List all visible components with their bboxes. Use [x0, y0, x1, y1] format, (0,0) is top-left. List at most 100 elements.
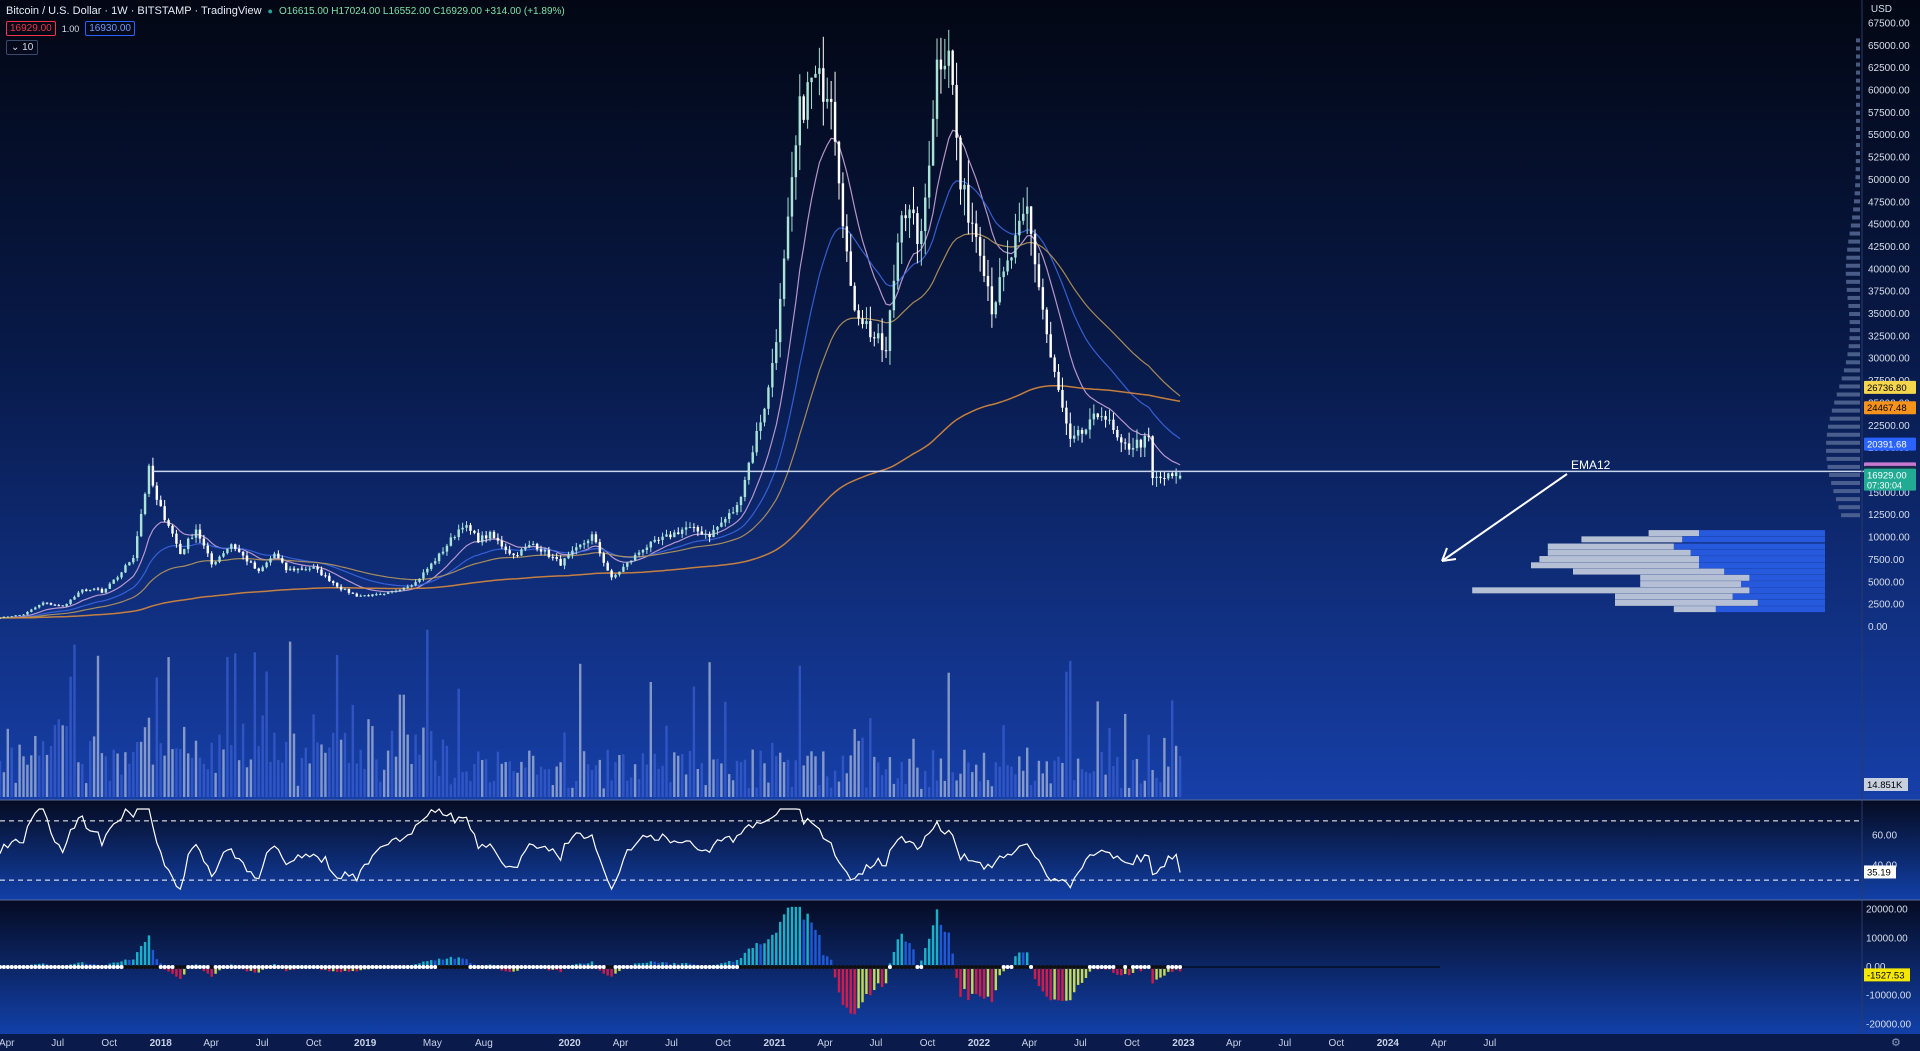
- candle-down: [492, 531, 496, 538]
- candle-up: [1174, 472, 1178, 477]
- momentum-bar: [328, 967, 331, 972]
- momentum-bar: [1045, 967, 1048, 997]
- volume-bar: [45, 754, 49, 797]
- momentum-bar: [155, 959, 159, 967]
- volume-profile-bar: [1845, 360, 1860, 365]
- candle-up: [1108, 419, 1111, 421]
- volume-profile-buy-bar: [1690, 549, 1825, 556]
- candle-up: [633, 554, 637, 561]
- momentum-bar: [924, 948, 927, 967]
- momentum-tick-label: -10000.00: [1866, 991, 1911, 1002]
- volume-bar: [935, 780, 939, 797]
- volume-bar: [1084, 771, 1088, 797]
- candle-up: [226, 548, 229, 554]
- candle-down: [1053, 357, 1056, 372]
- volume-bar: [1076, 758, 1080, 797]
- candle-up: [688, 527, 692, 529]
- squeeze-dot: [1044, 965, 1049, 969]
- sell-button[interactable]: 16929.00: [6, 21, 56, 36]
- squeeze-dot: [946, 965, 951, 969]
- volume-bar: [206, 769, 209, 797]
- candle-up: [1178, 475, 1182, 479]
- volume-bar: [1151, 770, 1154, 797]
- candle-up: [622, 566, 625, 572]
- candle-up: [943, 65, 947, 70]
- momentum-bar: [849, 967, 852, 1014]
- volume-bar: [716, 758, 719, 797]
- price-tick-label: 50000.00: [1868, 175, 1910, 186]
- squeeze-dot: [378, 965, 383, 969]
- momentum-bar: [818, 934, 821, 967]
- candle-up: [590, 534, 594, 541]
- squeeze-dot: [299, 965, 304, 969]
- volume-profile-bar: [1838, 505, 1860, 510]
- candle-down: [1171, 473, 1174, 477]
- squeeze-dot: [178, 965, 183, 969]
- squeeze-dot: [495, 965, 500, 969]
- squeeze-dot: [817, 965, 822, 969]
- price-tick-label: 5000.00: [1868, 577, 1905, 588]
- volume-profile-bar: [1833, 489, 1860, 494]
- momentum-bar: [998, 967, 1001, 976]
- price-label: 16929.00: [1867, 471, 1907, 482]
- momentum-bar: [559, 967, 562, 973]
- momentum-bar: [943, 931, 947, 967]
- time-tick-label: Apr: [203, 1038, 219, 1049]
- candle-up: [947, 50, 950, 66]
- candle-down: [355, 593, 358, 597]
- candle-down: [1057, 371, 1060, 391]
- momentum-bar: [1163, 967, 1166, 976]
- time-tick-label: Apr: [1022, 1038, 1038, 1049]
- candle-up: [288, 568, 292, 571]
- volume-bar: [626, 780, 629, 797]
- volume-bar: [241, 723, 245, 797]
- candle-down: [49, 603, 53, 605]
- price-tick-label: 12500.00: [1868, 510, 1910, 521]
- squeeze-dot: [248, 965, 253, 969]
- momentum-bar: [1127, 967, 1131, 976]
- candle-up: [183, 549, 186, 555]
- volume-bar: [943, 780, 946, 797]
- time-tick-label: Oct: [1329, 1038, 1345, 1049]
- volume-profile-bar: [1847, 352, 1860, 357]
- volume-bar: [696, 769, 699, 797]
- squeeze-dot: [954, 965, 959, 969]
- volume-bar: [351, 704, 354, 797]
- momentum-bar: [912, 949, 915, 967]
- symbol-title[interactable]: Bitcoin / U.S. Dollar · 1W · BITSTAMP · …: [6, 5, 262, 17]
- volume-bar: [1006, 765, 1009, 797]
- time-tick-label: Apr: [1226, 1038, 1242, 1049]
- momentum-bar: [1151, 967, 1154, 984]
- momentum-bar: [986, 967, 990, 997]
- volume-profile-bar: [1855, 134, 1860, 139]
- momentum-bar: [81, 962, 84, 967]
- squeeze-dot: [652, 965, 657, 969]
- squeeze-dot: [923, 965, 928, 969]
- squeeze-dot: [280, 965, 285, 969]
- candle-up: [888, 310, 892, 351]
- candle-up: [261, 567, 264, 572]
- indicators-toggle-button[interactable]: ⌄ 10: [6, 40, 39, 55]
- volume-bar: [622, 754, 625, 797]
- momentum-bar: [167, 967, 170, 972]
- candle-down: [1041, 287, 1045, 310]
- candle-down: [469, 525, 472, 531]
- candle-down: [884, 350, 888, 352]
- volume-bar: [422, 727, 425, 797]
- buy-button[interactable]: 16930.00: [85, 21, 135, 36]
- squeeze-dot: [37, 965, 42, 969]
- candle-down: [869, 321, 872, 338]
- volume-bar: [759, 750, 762, 797]
- volume-bar: [175, 748, 178, 797]
- momentum-bar: [1065, 967, 1068, 1001]
- momentum-bar: [810, 922, 813, 967]
- volume-bar: [202, 763, 206, 797]
- volume-bar: [26, 764, 29, 797]
- volume-bar: [445, 745, 449, 797]
- squeeze-dot: [1154, 965, 1159, 969]
- currency-label[interactable]: USD: [1870, 4, 1892, 15]
- momentum-bar: [1049, 967, 1052, 1001]
- squeeze-dot: [711, 965, 716, 969]
- volume-bar: [645, 764, 649, 797]
